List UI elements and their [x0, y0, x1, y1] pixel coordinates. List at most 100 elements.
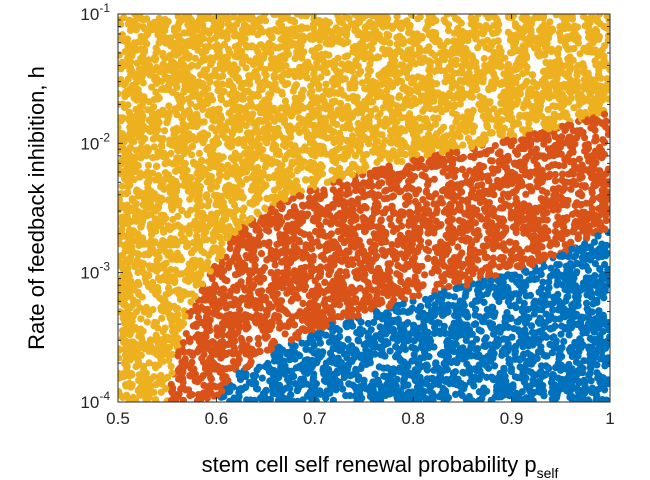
scatter-point — [187, 298, 195, 306]
scatter-point — [276, 73, 284, 81]
scatter-point — [185, 52, 193, 60]
scatter-point — [174, 310, 182, 318]
scatter-point — [329, 186, 337, 194]
scatter-point — [573, 268, 581, 276]
scatter-point — [299, 299, 307, 307]
scatter-point — [595, 14, 603, 18]
scatter-point — [357, 318, 365, 326]
scatter-point — [462, 171, 470, 179]
scatter-point — [596, 143, 604, 151]
scatter-point — [440, 360, 448, 368]
scatter-point — [459, 141, 467, 149]
scatter-point — [490, 191, 498, 199]
scatter-point — [572, 358, 581, 366]
scatter-point — [197, 303, 206, 311]
scatter-point — [146, 220, 155, 228]
scatter-point — [298, 201, 307, 209]
scatter-point — [394, 262, 402, 270]
scatter-point — [557, 330, 565, 338]
scatter-point — [590, 165, 598, 173]
scatter-point — [271, 79, 279, 88]
scatter-point — [398, 157, 406, 166]
scatter-point — [304, 200, 312, 208]
scatter-point — [393, 14, 401, 21]
scatter-point — [118, 234, 124, 242]
scatter-point — [143, 318, 151, 326]
scatter-point — [296, 352, 304, 360]
scatter-point — [138, 293, 146, 301]
scatter-point — [340, 309, 348, 317]
scatter-point — [379, 45, 387, 53]
scatter-point — [130, 94, 138, 102]
scatter-point — [366, 42, 374, 50]
scatter-point — [522, 190, 530, 198]
scatter-point — [418, 171, 426, 179]
scatter-point — [255, 30, 263, 38]
scatter-point — [132, 146, 140, 154]
scatter-point — [222, 100, 230, 108]
scatter-point — [321, 278, 329, 286]
scatter-point — [277, 104, 285, 112]
scatter-point — [200, 231, 208, 239]
scatter-point — [228, 130, 236, 138]
scatter-point — [576, 50, 584, 58]
scatter-point — [581, 134, 589, 142]
scatter-point — [596, 355, 604, 363]
scatter-point — [149, 306, 157, 314]
scatter-point — [376, 323, 384, 331]
scatter-point — [606, 66, 610, 74]
scatter-point — [411, 377, 419, 385]
scatter-point — [129, 393, 137, 401]
scatter-point — [553, 261, 561, 269]
scatter-point — [530, 310, 538, 318]
scatter-point — [423, 151, 431, 159]
scatter-point — [544, 145, 553, 153]
scatter-point — [437, 194, 445, 203]
scatter-point — [444, 301, 452, 309]
scatter-point — [392, 307, 400, 315]
scatter-point — [538, 50, 546, 59]
scatter-point — [202, 333, 210, 341]
scatter-point — [137, 351, 145, 359]
scatter-point — [585, 397, 593, 402]
scatter-point — [347, 242, 355, 250]
scatter-point — [479, 112, 487, 120]
scatter-point — [119, 251, 127, 259]
scatter-point — [364, 115, 372, 123]
scatter-point — [378, 143, 386, 151]
scatter-point — [203, 387, 211, 395]
scatter-point — [439, 41, 448, 50]
scatter-points — [118, 14, 610, 402]
scatter-point — [489, 261, 498, 269]
scatter-point — [136, 14, 144, 19]
scatter-point — [123, 258, 131, 266]
scatter-point — [165, 102, 173, 110]
scatter-point — [168, 350, 176, 359]
scatter-point — [279, 141, 288, 149]
scatter-point — [232, 20, 241, 28]
scatter-point — [364, 319, 372, 328]
scatter-point — [118, 354, 123, 362]
scatter-point — [504, 114, 512, 123]
scatter-point — [345, 165, 354, 174]
scatter-point — [237, 334, 245, 343]
scatter-point — [386, 39, 394, 47]
scatter-point — [552, 14, 560, 19]
scatter-point — [451, 101, 459, 109]
scatter-point — [469, 270, 477, 278]
scatter-point — [573, 64, 581, 72]
scatter-point — [442, 231, 450, 239]
scatter-point — [499, 190, 507, 198]
scatter-point — [450, 347, 458, 356]
scatter-point — [602, 170, 610, 178]
scatter-point — [161, 324, 169, 332]
scatter-point — [134, 288, 142, 296]
scatter-point — [254, 385, 262, 393]
scatter-point — [604, 95, 610, 103]
scatter-point — [491, 142, 499, 150]
scatter-point — [393, 102, 401, 110]
scatter-point — [410, 351, 418, 359]
scatter-point — [551, 228, 560, 236]
scatter-point — [243, 396, 251, 402]
scatter-point — [413, 208, 421, 216]
